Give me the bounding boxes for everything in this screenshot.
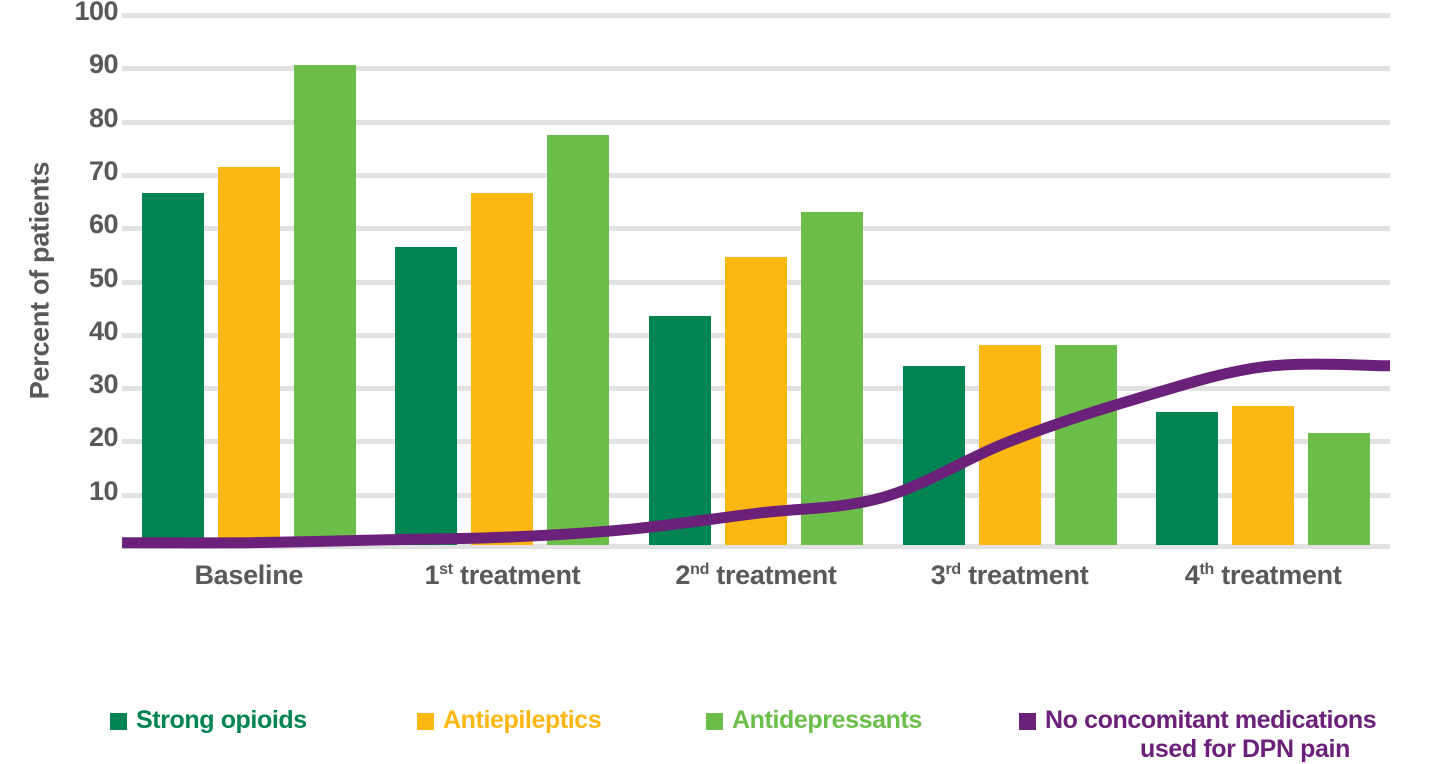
bar[interactable] xyxy=(547,134,610,545)
x-axis-label-number: 1 xyxy=(424,560,440,590)
legend-item[interactable]: Antidepressants xyxy=(706,706,922,735)
bar[interactable] xyxy=(471,193,534,545)
gridline-60 xyxy=(122,226,1390,232)
y-axis-tick-100: 100 xyxy=(74,0,118,26)
bar[interactable] xyxy=(800,211,863,545)
gridline-70 xyxy=(122,172,1390,178)
bar-group-bars xyxy=(883,0,1137,545)
legend-item[interactable]: No concomitant medications used for DPN p… xyxy=(1019,706,1440,764)
legend-label: No concomitant medications used for DPN p… xyxy=(1045,706,1440,764)
legend-item[interactable]: Strong opioids xyxy=(110,706,307,735)
x-axis-label: Baseline xyxy=(122,560,376,608)
y-axis-tick-20: 20 xyxy=(88,422,119,453)
x-axis-label-number: 4 xyxy=(1184,560,1200,590)
legend-label-line2: used for DPN pain xyxy=(1140,734,1350,763)
x-axis-label-number: 2 xyxy=(675,560,691,590)
bar[interactable] xyxy=(1308,433,1371,545)
plot-area xyxy=(122,0,1390,549)
x-axis-label-number: 3 xyxy=(930,560,946,590)
bar-group xyxy=(883,0,1137,549)
bar[interactable] xyxy=(217,166,280,545)
bar-group-bars xyxy=(629,0,883,545)
bar-group-bars xyxy=(376,0,630,545)
legend-swatch-icon xyxy=(706,713,723,730)
legend-label-line1: No concomitant medications xyxy=(1045,706,1377,734)
x-axis-label-text: treatment xyxy=(960,560,1089,590)
y-axis-tick-80: 80 xyxy=(88,102,119,133)
bar[interactable] xyxy=(1156,411,1219,545)
bar[interactable] xyxy=(395,246,458,545)
bar-group xyxy=(629,0,883,549)
bar-group-bars xyxy=(1136,0,1390,545)
legend-label: Antidepressants xyxy=(732,706,922,734)
legend-swatch-icon xyxy=(417,713,434,730)
legend-item[interactable]: Antiepileptics xyxy=(417,706,602,735)
x-axis-label: 2nd treatment xyxy=(629,560,883,608)
x-axis-label-text: treatment xyxy=(1214,560,1342,590)
x-axis-label-ordinal: th xyxy=(1199,561,1215,578)
x-axis-label-text: treatment xyxy=(709,560,837,590)
x-axis-label-ordinal: st xyxy=(439,561,453,578)
bar[interactable] xyxy=(141,193,204,545)
bar[interactable] xyxy=(1232,406,1295,545)
legend-label: Antiepileptics xyxy=(443,706,602,734)
bar[interactable] xyxy=(648,315,711,545)
y-axis-tick-90: 90 xyxy=(88,49,119,80)
legend-swatch-icon xyxy=(1019,713,1036,730)
bar-group xyxy=(122,0,376,549)
y-axis-tick-50: 50 xyxy=(88,262,119,293)
x-axis-label-text: treatment xyxy=(452,560,581,590)
y-axis-tick-40: 40 xyxy=(88,315,119,346)
bar[interactable] xyxy=(293,65,356,545)
y-axis-tick-70: 70 xyxy=(88,155,119,186)
x-axis-label: 3rd treatment xyxy=(883,560,1137,608)
bar-group-bars xyxy=(122,0,376,545)
bar-group xyxy=(376,0,630,549)
legend-label: Strong opioids xyxy=(136,706,307,734)
chart-legend: Strong opioids Antiepileptics Antidepressa… xyxy=(0,700,1440,764)
legend-swatch-icon xyxy=(110,713,127,730)
bar-groups xyxy=(122,0,1390,549)
bar[interactable] xyxy=(902,366,965,545)
y-axis-tick-10: 10 xyxy=(88,475,119,506)
x-axis-label-ordinal: rd xyxy=(945,561,961,578)
bar[interactable] xyxy=(1054,345,1117,545)
bar[interactable] xyxy=(724,257,787,545)
y-axis-tick-labels: 100 90 80 70 60 50 40 30 20 10 xyxy=(0,0,118,570)
x-axis-label-ordinal: nd xyxy=(690,561,710,578)
gridline-80 xyxy=(122,119,1390,125)
x-axis-labels: Baseline 1st treatment 2nd treatment 3rd tr… xyxy=(122,560,1390,608)
x-axis-label: 4th treatment xyxy=(1136,560,1390,608)
bar-group xyxy=(1136,0,1390,549)
gridline-90 xyxy=(122,66,1390,72)
x-axis-label-text: Baseline xyxy=(194,560,304,590)
y-axis-tick-60: 60 xyxy=(88,209,119,240)
bar[interactable] xyxy=(978,345,1041,545)
y-axis-tick-30: 30 xyxy=(88,369,119,400)
gridline-100 xyxy=(122,13,1390,18)
x-axis-label: 1st treatment xyxy=(376,560,630,608)
